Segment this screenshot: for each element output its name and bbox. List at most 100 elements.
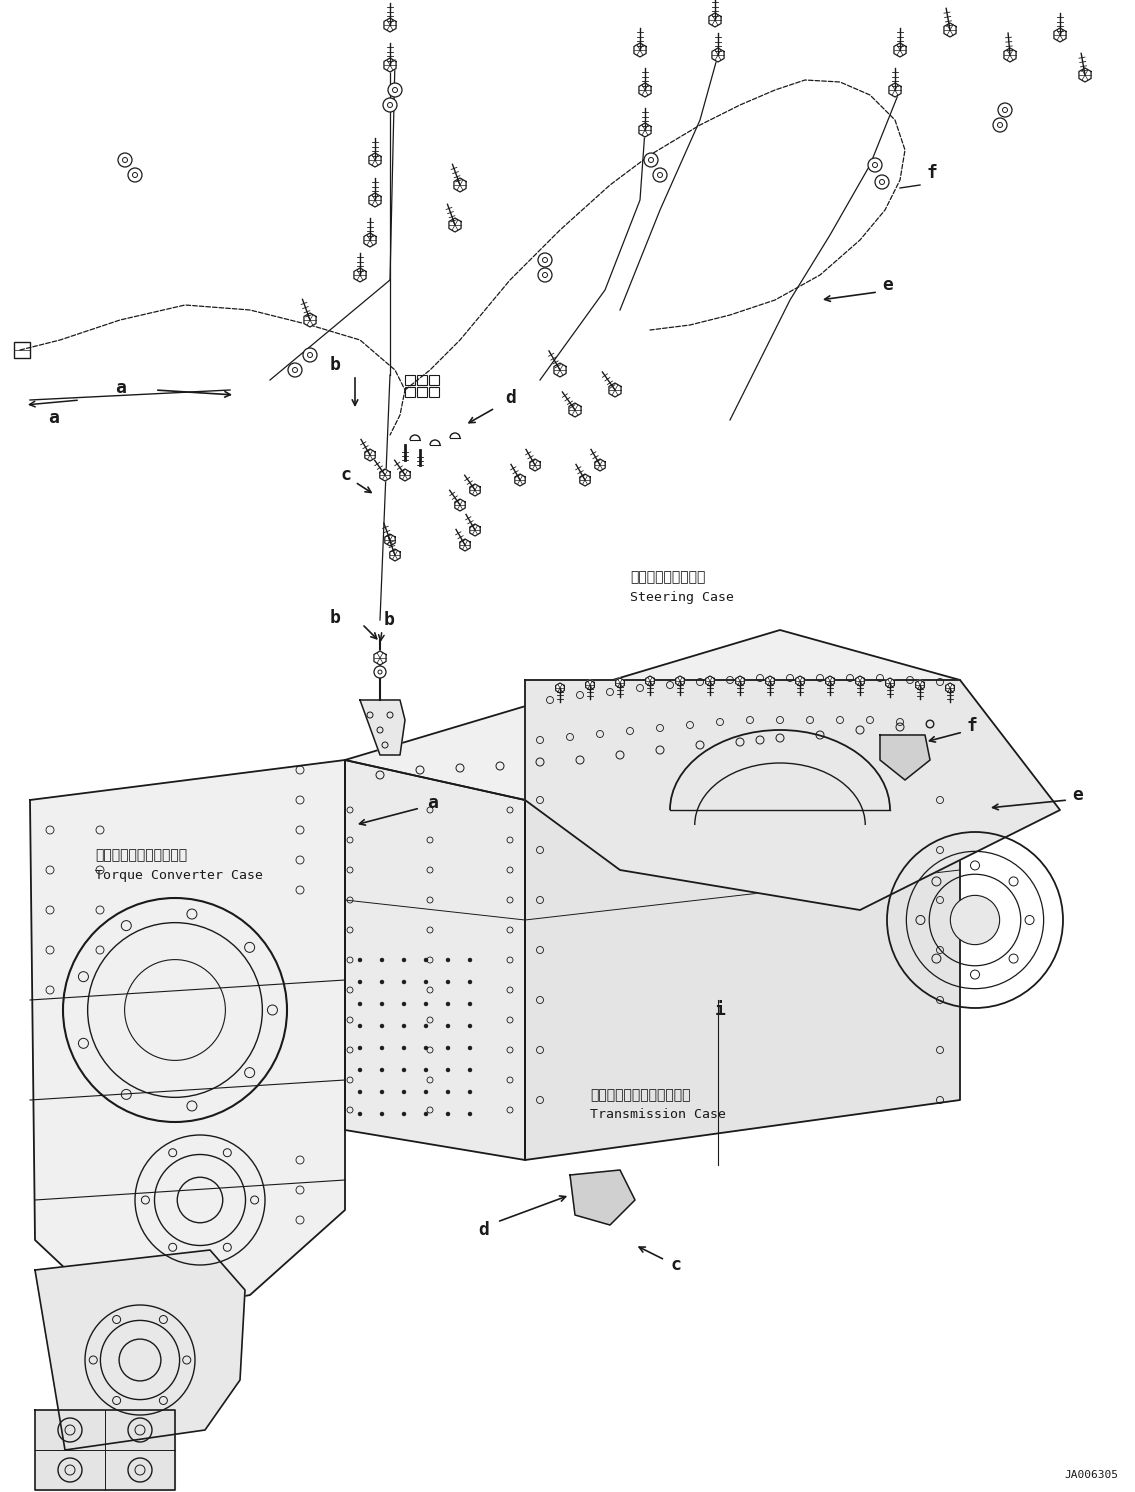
Text: Transmission Case: Transmission Case bbox=[590, 1109, 726, 1122]
Polygon shape bbox=[556, 683, 564, 692]
Circle shape bbox=[446, 1003, 449, 1006]
Polygon shape bbox=[609, 383, 621, 397]
Circle shape bbox=[402, 1003, 406, 1006]
Circle shape bbox=[868, 158, 882, 172]
Text: e: e bbox=[1071, 786, 1083, 804]
Circle shape bbox=[358, 980, 362, 985]
Circle shape bbox=[424, 1112, 428, 1116]
Circle shape bbox=[402, 1046, 406, 1050]
Polygon shape bbox=[639, 84, 651, 97]
Text: b: b bbox=[384, 612, 395, 630]
Polygon shape bbox=[380, 468, 390, 480]
Circle shape bbox=[402, 1091, 406, 1094]
Polygon shape bbox=[1054, 28, 1066, 42]
Polygon shape bbox=[944, 22, 956, 37]
Circle shape bbox=[446, 1112, 449, 1116]
Circle shape bbox=[380, 1091, 384, 1094]
Circle shape bbox=[424, 1046, 428, 1050]
Polygon shape bbox=[345, 759, 526, 1159]
Text: c: c bbox=[670, 1256, 681, 1274]
Circle shape bbox=[468, 980, 472, 985]
Text: Steering Case: Steering Case bbox=[630, 591, 734, 603]
Text: f: f bbox=[967, 718, 978, 736]
Circle shape bbox=[998, 103, 1012, 116]
Circle shape bbox=[468, 1046, 472, 1050]
Text: e: e bbox=[882, 276, 893, 294]
Circle shape bbox=[358, 958, 362, 962]
Polygon shape bbox=[526, 680, 1060, 910]
Polygon shape bbox=[30, 759, 345, 1320]
Polygon shape bbox=[384, 58, 396, 72]
Circle shape bbox=[402, 1112, 406, 1116]
Polygon shape bbox=[530, 460, 540, 471]
Text: d: d bbox=[505, 389, 516, 407]
Polygon shape bbox=[373, 651, 386, 665]
Polygon shape bbox=[460, 539, 470, 551]
Polygon shape bbox=[400, 468, 410, 480]
Circle shape bbox=[875, 175, 889, 189]
Polygon shape bbox=[916, 680, 924, 689]
Polygon shape bbox=[360, 700, 405, 755]
Polygon shape bbox=[1004, 48, 1016, 63]
Polygon shape bbox=[526, 680, 960, 1159]
Circle shape bbox=[446, 1091, 449, 1094]
Text: f: f bbox=[927, 164, 938, 182]
Text: a: a bbox=[427, 794, 438, 812]
Circle shape bbox=[288, 363, 302, 377]
Circle shape bbox=[424, 980, 428, 985]
Polygon shape bbox=[885, 677, 894, 688]
Circle shape bbox=[380, 1003, 384, 1006]
Circle shape bbox=[380, 1068, 384, 1071]
Polygon shape bbox=[515, 474, 526, 486]
Circle shape bbox=[468, 958, 472, 962]
Text: ステアリングケース: ステアリングケース bbox=[630, 570, 705, 583]
Polygon shape bbox=[470, 524, 480, 536]
Circle shape bbox=[538, 269, 552, 282]
Text: b: b bbox=[330, 609, 340, 627]
Polygon shape bbox=[569, 403, 581, 416]
Text: トルクコンバータケース: トルクコンバータケース bbox=[95, 847, 187, 862]
Polygon shape bbox=[369, 154, 381, 167]
Circle shape bbox=[424, 1003, 428, 1006]
Polygon shape bbox=[856, 676, 865, 686]
Text: a: a bbox=[115, 379, 126, 397]
Circle shape bbox=[358, 1024, 362, 1028]
Circle shape bbox=[446, 1024, 449, 1028]
Circle shape bbox=[128, 169, 142, 182]
Bar bbox=[429, 386, 439, 397]
Circle shape bbox=[468, 1003, 472, 1006]
Polygon shape bbox=[634, 43, 646, 57]
Polygon shape bbox=[615, 677, 624, 688]
Circle shape bbox=[424, 1068, 428, 1071]
Circle shape bbox=[424, 1091, 428, 1094]
Polygon shape bbox=[1079, 69, 1091, 82]
Polygon shape bbox=[369, 192, 381, 207]
Circle shape bbox=[402, 1068, 406, 1071]
Circle shape bbox=[380, 980, 384, 985]
Text: i: i bbox=[715, 1001, 726, 1019]
Circle shape bbox=[358, 1091, 362, 1094]
Polygon shape bbox=[825, 676, 834, 686]
Polygon shape bbox=[364, 233, 376, 248]
Polygon shape bbox=[455, 498, 465, 510]
Polygon shape bbox=[675, 676, 684, 686]
Circle shape bbox=[446, 1046, 449, 1050]
Text: b: b bbox=[330, 357, 340, 374]
Polygon shape bbox=[385, 534, 395, 546]
Polygon shape bbox=[880, 736, 930, 780]
Circle shape bbox=[388, 84, 402, 97]
Polygon shape bbox=[945, 683, 955, 692]
Circle shape bbox=[358, 1046, 362, 1050]
Polygon shape bbox=[345, 630, 960, 800]
Circle shape bbox=[358, 1003, 362, 1006]
Circle shape bbox=[468, 1024, 472, 1028]
Polygon shape bbox=[384, 18, 396, 31]
Bar bbox=[417, 386, 427, 397]
Circle shape bbox=[446, 980, 449, 985]
Polygon shape bbox=[595, 460, 605, 471]
Circle shape bbox=[375, 665, 386, 677]
Circle shape bbox=[382, 98, 397, 112]
Polygon shape bbox=[712, 48, 724, 63]
Circle shape bbox=[380, 1046, 384, 1050]
Circle shape bbox=[118, 154, 132, 167]
